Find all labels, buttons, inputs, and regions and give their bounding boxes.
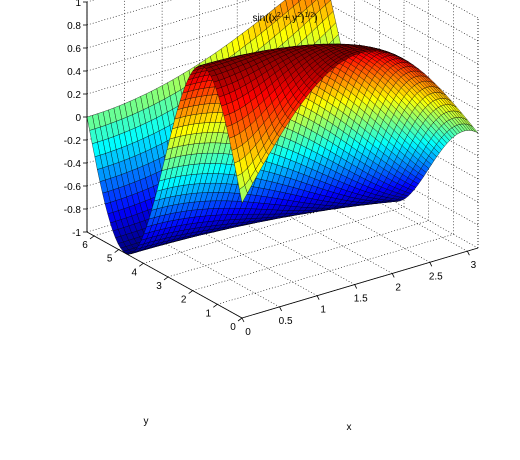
y-tick-mark <box>163 276 169 281</box>
y-tick-mark <box>89 235 95 240</box>
x-tick-label: 2.5 <box>429 271 443 282</box>
back-wall-gridline-z <box>86 0 324 72</box>
y-tick-label: 2 <box>181 295 187 306</box>
x-tick-mark <box>279 306 282 312</box>
y-tick-label: 0 <box>230 322 236 333</box>
y-tick-label: 4 <box>132 267 138 278</box>
y-tick-label: 6 <box>82 240 88 251</box>
x-tick-mark <box>467 251 470 256</box>
side-wall-gridline-z <box>322 23 479 111</box>
y-axis-line <box>86 231 243 319</box>
z-tick-label: -0.6 <box>64 182 82 193</box>
y-tick-label: 3 <box>156 281 162 292</box>
chart-title: sin((x2 + y2)1/2) <box>252 12 317 24</box>
y-tick-mark <box>139 262 144 267</box>
y-tick-mark <box>114 249 119 253</box>
x-tick-mark <box>241 317 245 323</box>
surface-mesh <box>86 0 479 255</box>
y-tick-mark <box>213 303 218 308</box>
y-tick-label: 5 <box>107 254 113 265</box>
floor-gridline-y <box>192 220 429 291</box>
x-tick-label: 2 <box>395 282 401 293</box>
x-tick-label: 1.5 <box>354 294 368 305</box>
tick-labels: 0 0.5 1 1.5 2 2.5 3 0 1 2 3 4 5 6-1 -0.8 -0.6 -0.4 -0.2 0 0… <box>64 0 477 338</box>
floor-gridline-y <box>217 234 454 305</box>
z-tick-label: 0.8 <box>67 21 81 32</box>
x-tick-label: 3 <box>471 260 477 271</box>
x-tick-label: 1 <box>320 305 326 316</box>
z-tick-label: -0.8 <box>64 205 82 216</box>
z-tick-label: -0.2 <box>64 136 82 147</box>
surface-patch <box>239 185 248 204</box>
z-tick-label: 0.4 <box>67 67 81 78</box>
x-tick-mark <box>316 295 320 300</box>
z-tick-label: 0.6 <box>67 44 81 55</box>
side-wall-gridline-z <box>322 0 479 88</box>
floor-gridline-y <box>167 206 405 278</box>
axes-layer <box>83 1 479 323</box>
y-tick-mark <box>237 317 243 322</box>
x-tick-label: 0.5 <box>279 316 293 327</box>
z-tick-label: 0 <box>75 113 81 124</box>
x-axis-line <box>241 247 479 319</box>
y-tick-mark <box>188 290 193 294</box>
y-tick-label: 1 <box>206 308 212 319</box>
z-tick-label: -1 <box>72 228 81 239</box>
z-tick-label: -0.4 <box>64 159 82 170</box>
z-tick-label: 1 <box>75 0 81 9</box>
x-tick-mark <box>429 262 433 267</box>
x-tick-mark <box>354 284 358 289</box>
x-tick-mark <box>391 273 395 278</box>
back-wall-gridline-z <box>86 0 250 49</box>
x-tick-label: 0 <box>245 327 251 338</box>
floor-gridline-y <box>143 193 380 264</box>
back-wall-gridline-z <box>86 23 324 95</box>
side-wall-gridline-z <box>403 0 479 42</box>
z-tick-label: 0.2 <box>67 90 81 101</box>
y-axis-label: y <box>144 416 149 427</box>
side-wall-gridline-z <box>444 0 479 19</box>
x-axis-label: x <box>347 422 352 433</box>
